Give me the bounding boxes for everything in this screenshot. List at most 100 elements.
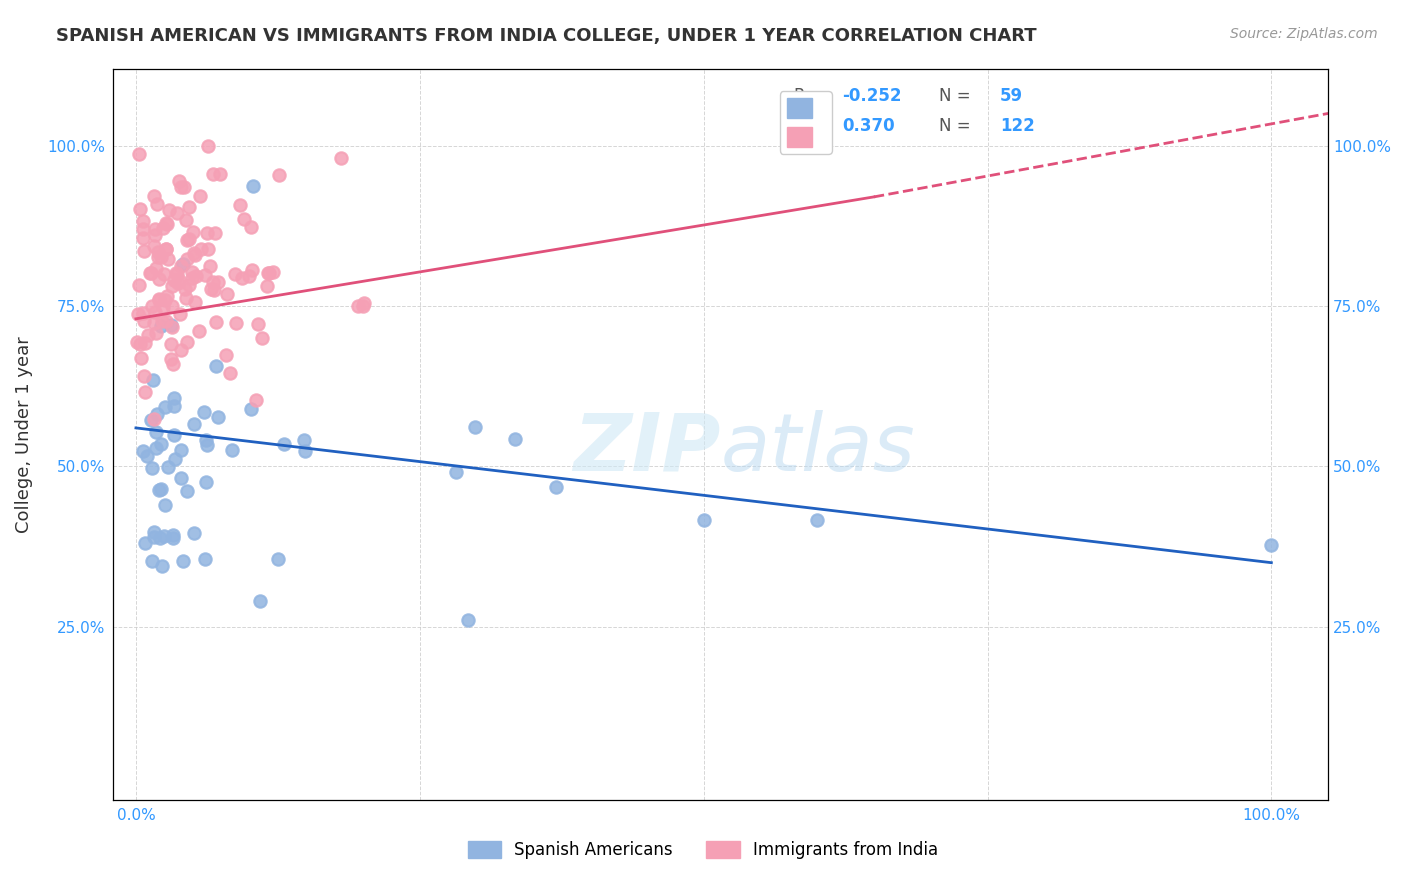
Point <box>200 259 222 273</box>
Point <box>149 250 172 264</box>
Point <box>150 319 173 334</box>
Point <box>139 267 162 281</box>
Text: N =: N = <box>939 87 972 105</box>
Point <box>195 226 218 240</box>
Point <box>139 413 162 427</box>
Point <box>215 287 238 301</box>
Point <box>149 436 172 450</box>
Point <box>183 417 205 431</box>
Point <box>188 324 211 338</box>
Point <box>145 441 167 455</box>
Point <box>145 408 167 422</box>
Point <box>142 316 165 330</box>
Point <box>267 552 290 566</box>
Point <box>209 167 232 181</box>
Point <box>162 357 184 371</box>
Point <box>205 359 228 373</box>
Point <box>152 220 174 235</box>
Point <box>169 259 191 273</box>
Point <box>157 203 180 218</box>
Point <box>148 293 170 307</box>
Text: atlas: atlas <box>721 410 915 488</box>
Point <box>152 268 174 282</box>
Point <box>249 594 271 608</box>
Point <box>464 420 486 434</box>
Point <box>165 266 187 280</box>
Point <box>246 317 269 331</box>
Point <box>262 265 284 279</box>
Point <box>148 292 170 306</box>
Point <box>176 334 198 349</box>
Point <box>177 232 200 246</box>
Point <box>155 242 177 256</box>
Point <box>163 391 186 405</box>
Point <box>176 483 198 498</box>
Point <box>162 531 184 545</box>
Point <box>157 459 180 474</box>
Point <box>184 248 207 262</box>
Point <box>197 242 219 256</box>
Point <box>143 239 166 253</box>
Point <box>156 289 179 303</box>
Point <box>242 179 264 194</box>
Point <box>152 301 174 315</box>
Point <box>132 306 155 320</box>
Point <box>256 279 278 293</box>
Point <box>160 278 183 293</box>
Point <box>172 257 194 271</box>
Point <box>134 536 156 550</box>
Text: 59: 59 <box>1000 87 1024 105</box>
Point <box>149 482 172 496</box>
Point <box>294 443 316 458</box>
Point <box>134 384 156 399</box>
Point <box>169 174 191 188</box>
Text: 122: 122 <box>1000 117 1035 135</box>
Point <box>163 451 186 466</box>
Point <box>207 410 229 425</box>
Point <box>169 442 191 457</box>
Point <box>128 147 150 161</box>
Point <box>142 530 165 544</box>
Point <box>160 336 183 351</box>
Point <box>155 314 177 328</box>
Point <box>197 438 219 452</box>
Y-axis label: College, Under 1 year: College, Under 1 year <box>15 336 32 533</box>
Point <box>157 252 180 267</box>
Point <box>229 198 252 212</box>
Point <box>221 443 243 458</box>
Point <box>146 196 169 211</box>
Point <box>503 432 526 446</box>
Point <box>127 307 149 321</box>
Point <box>167 276 190 290</box>
Point <box>128 337 150 351</box>
Point <box>136 449 159 463</box>
Point <box>238 269 260 284</box>
Point <box>197 139 219 153</box>
Point <box>330 151 353 165</box>
Point <box>148 483 170 498</box>
Point <box>142 525 165 540</box>
Point <box>190 242 212 256</box>
Point <box>257 266 280 280</box>
Point <box>205 315 228 329</box>
Point <box>183 525 205 540</box>
Point <box>173 179 195 194</box>
Point <box>166 268 188 282</box>
Point <box>204 226 226 240</box>
Point <box>245 392 267 407</box>
Point <box>180 270 202 285</box>
Text: ZIP: ZIP <box>574 410 721 488</box>
Point <box>181 265 204 279</box>
Point <box>145 227 167 242</box>
Point <box>174 212 197 227</box>
Point <box>1260 538 1282 552</box>
Point <box>179 278 201 293</box>
Point <box>143 305 166 319</box>
Point <box>139 266 162 280</box>
Point <box>183 246 205 260</box>
Point <box>132 369 155 384</box>
Point <box>132 244 155 259</box>
Point <box>347 300 370 314</box>
Point <box>174 291 197 305</box>
Point <box>127 334 149 349</box>
